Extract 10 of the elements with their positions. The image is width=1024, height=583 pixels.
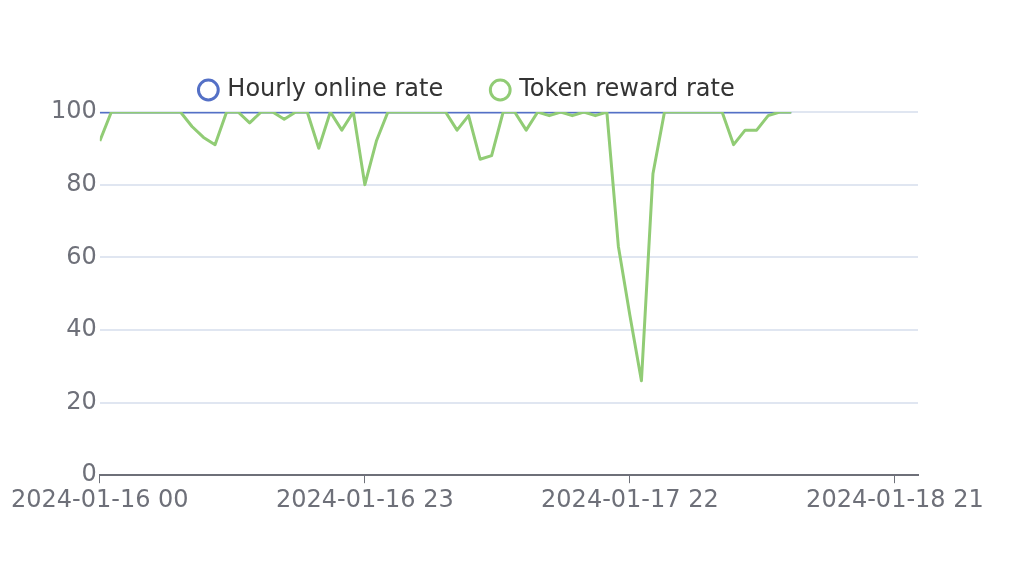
x-tick-label: 2024-01-17 22 [541, 484, 719, 513]
x-tick-label: 2024-01-18 21 [806, 484, 984, 513]
y-tick-label: 60 [66, 241, 97, 270]
legend-label: Hourly online rate [227, 74, 444, 103]
x-tick-label: 2024-01-16 23 [276, 484, 454, 513]
y-tick-label: 80 [66, 168, 97, 197]
y-tick-label: 20 [66, 386, 97, 415]
y-tick-label: 40 [66, 314, 97, 343]
y-tick-label: 100 [51, 96, 97, 125]
legend-label: Token reward rate [518, 74, 735, 103]
